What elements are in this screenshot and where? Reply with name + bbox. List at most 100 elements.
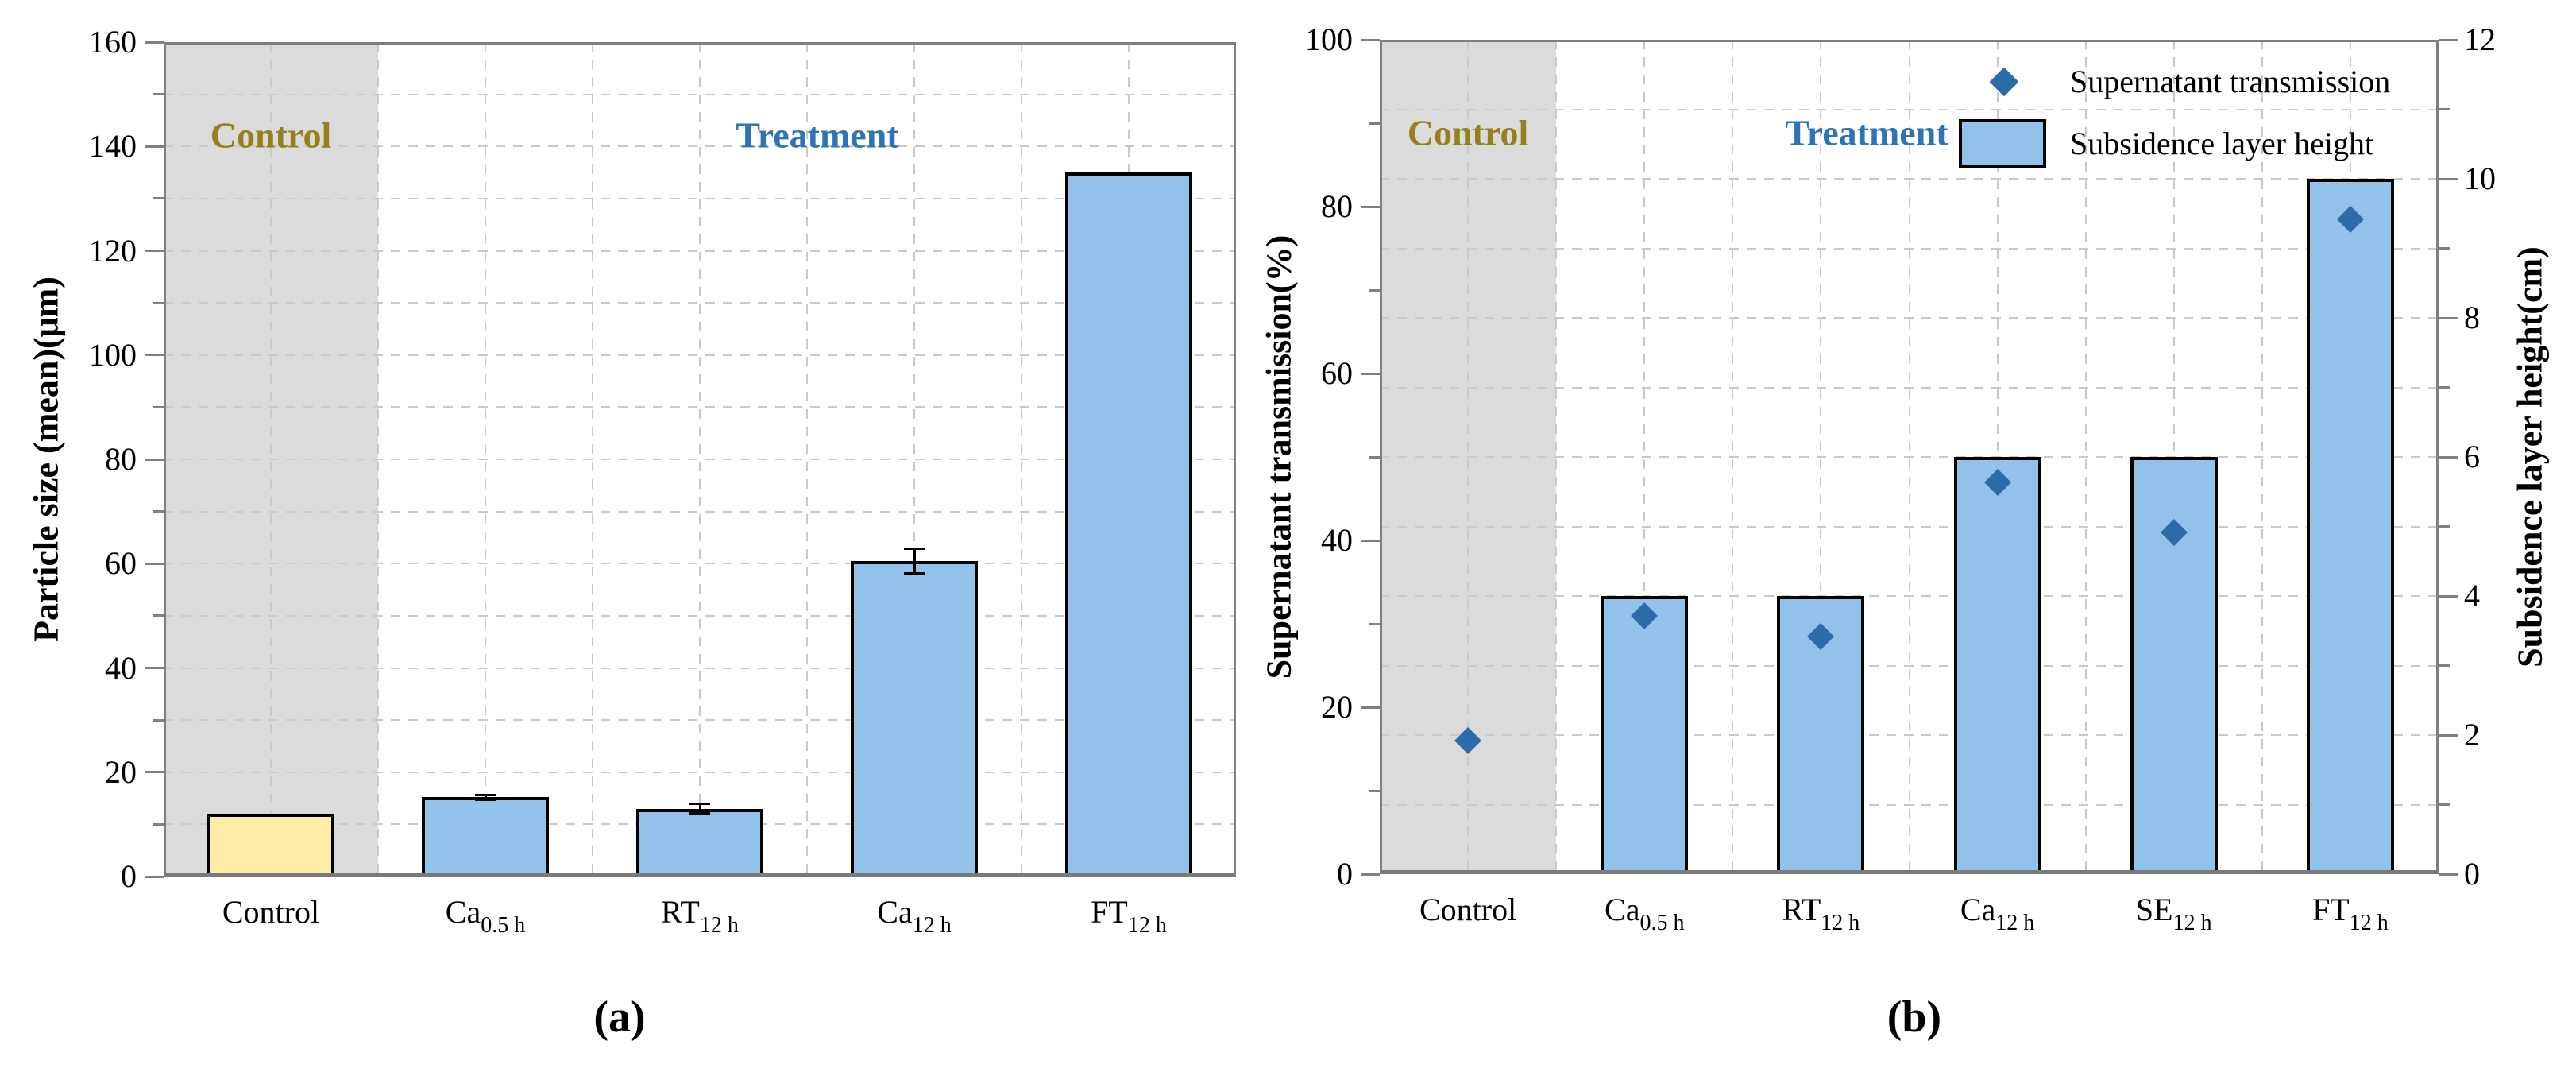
legend-label-subsidence-layer-height: Subsidence layer height xyxy=(2070,126,2374,161)
left-axis-tick-label: 100 xyxy=(1305,21,1353,57)
right-axis-tick xyxy=(2439,38,2458,41)
left-axis-tick-label: 20 xyxy=(105,753,137,790)
bar-ca-12h xyxy=(851,560,978,877)
left-axis-tick xyxy=(1369,455,1380,459)
left-axis-tick xyxy=(1361,38,1380,41)
error-bar-cap xyxy=(475,793,496,796)
x-tick-label-main: RT xyxy=(661,894,700,930)
vertical-gridline xyxy=(1732,40,1734,874)
left-axis-tick xyxy=(145,354,164,357)
vertical-gridline xyxy=(2261,40,2263,874)
left-axis-tick-label: 100 xyxy=(89,336,137,373)
left-axis-tick-label: 120 xyxy=(89,232,137,269)
x-tick-label: Ca0.5 h xyxy=(1541,892,1748,942)
x-tick-label-subscript: 12 h xyxy=(1995,911,2035,935)
left-axis-tick xyxy=(145,562,164,565)
error-bar-cap xyxy=(904,547,925,550)
x-tick-label-main: Ca xyxy=(1605,892,1640,927)
vertical-gridline xyxy=(1555,40,1558,874)
vertical-gridline xyxy=(270,42,272,877)
left-axis-tick-label: 40 xyxy=(105,649,137,686)
left-axis-tick-label: 20 xyxy=(1321,689,1353,725)
vertical-gridline xyxy=(913,42,915,877)
right-axis-tick-label: 4 xyxy=(2464,578,2480,613)
left-axis-tick-label: 0 xyxy=(121,858,137,894)
x-tick-label-subscript: 0.5 h xyxy=(1639,911,1685,935)
x-tick-label-main: Control xyxy=(222,894,320,930)
left-axis-tick xyxy=(1369,622,1380,625)
bar-ft-12h xyxy=(2306,179,2394,874)
x-tick-label-main: SE xyxy=(2135,892,2173,927)
left-axis-tick-label: 80 xyxy=(1321,188,1353,224)
x-tick-label: Control xyxy=(1365,892,1571,928)
left-axis-tick xyxy=(153,93,164,96)
vertical-gridline xyxy=(1643,40,1646,874)
left-axis-tick xyxy=(145,250,164,252)
legend-label-supernatant-transmission: Supernatant transmission xyxy=(2070,64,2391,99)
bar-ca-12h xyxy=(1953,457,2041,874)
right-axis-tick xyxy=(2439,455,2458,459)
chart-a-caption: (a) xyxy=(593,993,646,1042)
right-axis-tick xyxy=(2439,803,2450,806)
x-tick-label-main: FT xyxy=(2312,892,2350,927)
right-axis-tick xyxy=(2439,873,2458,876)
x-tick-label-main: RT xyxy=(1782,892,1821,927)
x-tick-label: FT12 h xyxy=(2247,892,2454,942)
left-axis-tick xyxy=(1369,789,1380,792)
x-tick-label: SE12 h xyxy=(2071,892,2277,942)
x-tick-label: Ca0.5 h xyxy=(382,894,589,944)
right-axis-tick xyxy=(2439,177,2458,180)
vertical-gridline xyxy=(1908,40,1910,874)
bar-ca-0.5h xyxy=(1601,596,1689,874)
error-bar-cap xyxy=(904,572,925,575)
left-axis-tick xyxy=(1361,205,1380,208)
chart-b-plot-area: Control Treatment 0 20 40 60 80 100 0 2 4 6 8 10 12 C… xyxy=(1305,22,2496,936)
error-bar xyxy=(484,794,487,800)
left-axis-tick-label: 40 xyxy=(1321,522,1353,558)
chart-b-control-region-label: Control xyxy=(1407,112,1529,153)
legend-bar-swatch-icon xyxy=(1959,119,2046,168)
x-tick-label-subscript: 12 h xyxy=(699,913,739,938)
error-bar xyxy=(913,548,916,575)
left-axis-tick-label: 0 xyxy=(1337,856,1353,892)
vertical-gridline xyxy=(1820,40,1822,874)
left-axis-tick-label: 80 xyxy=(105,441,137,477)
left-axis-tick xyxy=(153,197,164,200)
x-tick-label-main: Control xyxy=(1419,892,1517,927)
vertical-gridline xyxy=(1021,42,1022,877)
right-axis-tick-label: 2 xyxy=(2464,717,2480,753)
right-axis-tick xyxy=(2439,594,2458,598)
chart-a-treatment-region-label: Treatment xyxy=(736,114,899,156)
chart-b-left-y-axis-title: Supernatant transmission(%) xyxy=(1259,234,1299,679)
right-axis-tick-label: 6 xyxy=(2464,439,2480,474)
x-tick-label-main: FT xyxy=(1091,894,1128,930)
left-axis-tick-label: 160 xyxy=(89,24,137,60)
chart-b-treatment-region-label: Treatment xyxy=(1785,112,1948,153)
left-axis-tick xyxy=(1361,539,1380,542)
chart-a-y-axis-title: Particle size (mean)(μm) xyxy=(26,277,66,642)
error-bar-cap xyxy=(475,798,496,801)
right-axis-tick xyxy=(2439,525,2450,528)
x-tick-label-subscript: 12 h xyxy=(2349,911,2389,935)
left-axis-tick xyxy=(1369,122,1380,125)
left-axis-tick xyxy=(153,614,164,617)
right-axis-tick-label: 10 xyxy=(2464,161,2496,196)
vertical-gridline xyxy=(1467,40,1470,874)
x-tick-label-main: Ca xyxy=(1960,892,1996,927)
chart-b-right-y-axis-title: Subsidence layer height(cm) xyxy=(2510,246,2550,668)
chart-a-control-region-label: Control xyxy=(210,114,332,156)
left-axis-tick xyxy=(153,718,164,722)
x-tick-label: Ca12 h xyxy=(1894,892,2101,942)
left-axis-tick xyxy=(153,301,164,304)
left-axis-tick xyxy=(153,822,164,826)
left-axis-tick xyxy=(145,667,164,669)
bar-rt-12h xyxy=(636,808,763,877)
x-tick-label: FT12 h xyxy=(1025,894,1232,944)
right-axis-tick xyxy=(2439,664,2450,667)
left-axis-tick xyxy=(1369,288,1380,292)
right-axis-tick-label: 8 xyxy=(2464,300,2480,335)
error-bar xyxy=(698,803,701,815)
vertical-gridline xyxy=(2084,40,2087,874)
left-axis-tick xyxy=(145,875,164,878)
right-axis-tick xyxy=(2439,386,2450,389)
